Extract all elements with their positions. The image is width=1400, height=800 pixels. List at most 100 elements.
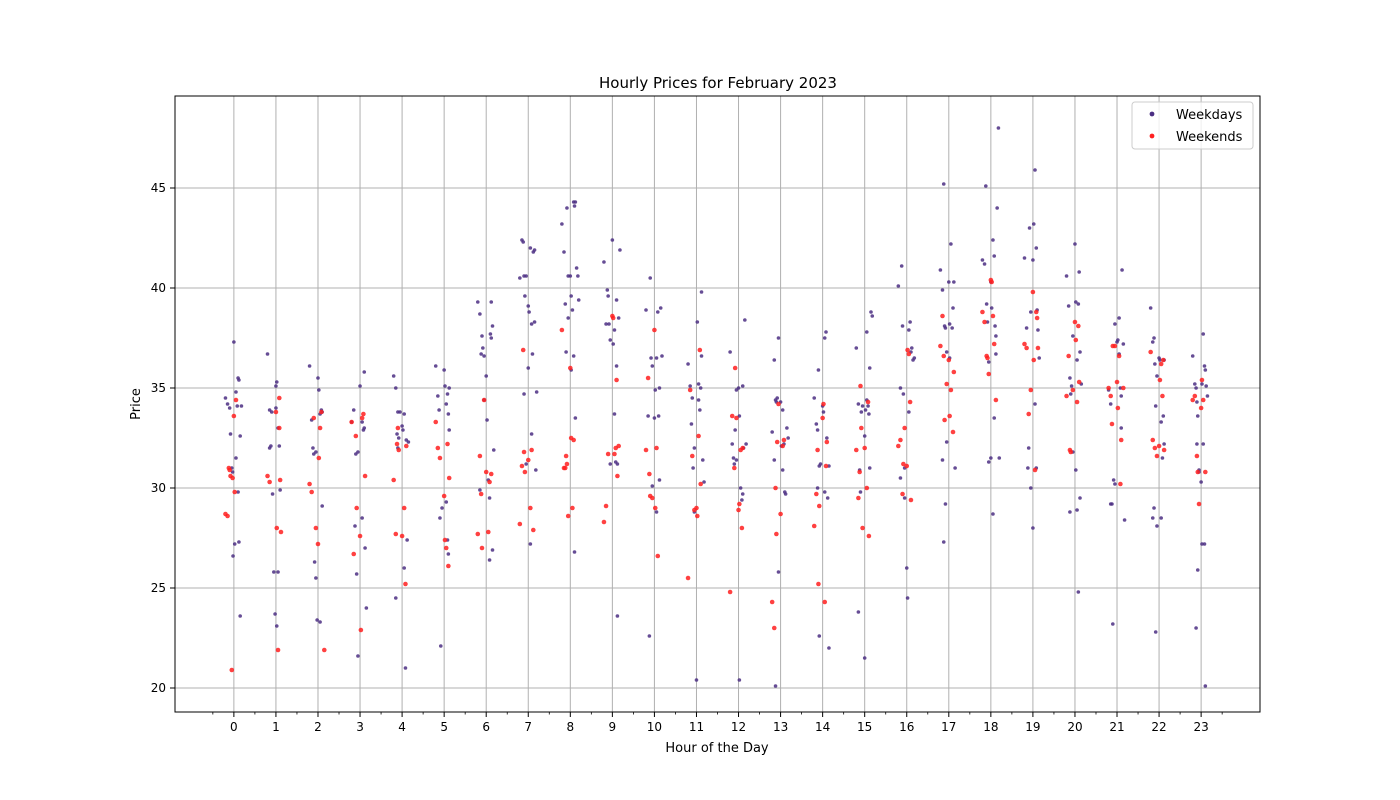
- y-axis-label: Price: [129, 388, 144, 420]
- data-point-weekdays: [994, 352, 998, 356]
- data-point-weekdays: [654, 356, 659, 360]
- data-point-weekdays: [1076, 302, 1081, 306]
- data-point-weekdays: [692, 446, 697, 450]
- data-point-weekdays: [657, 386, 662, 390]
- data-point-weekdays: [980, 258, 985, 262]
- data-point-weekdays: [1111, 622, 1115, 626]
- data-point-weekends: [856, 495, 861, 501]
- data-point-weekdays: [773, 684, 778, 688]
- data-point-weekdays: [896, 284, 901, 288]
- data-point-weekends: [645, 375, 651, 381]
- data-point-weekends: [1035, 345, 1041, 351]
- data-point-weekdays: [484, 374, 489, 378]
- data-point-weekdays: [1117, 316, 1121, 320]
- data-point-weekdays: [982, 262, 987, 266]
- data-point-weekdays: [406, 440, 411, 444]
- data-point-weekdays: [859, 410, 864, 414]
- data-point-weekends: [695, 513, 700, 519]
- data-point-weekdays: [646, 414, 650, 418]
- data-point-weekdays: [278, 488, 282, 492]
- data-point-weekdays: [1120, 268, 1124, 272]
- data-point-weekdays: [481, 346, 485, 350]
- data-point-weekdays: [364, 606, 369, 610]
- data-point-weekdays: [393, 596, 398, 600]
- data-point-weekends: [1032, 467, 1038, 473]
- data-point-weekends: [441, 493, 447, 499]
- data-point-weekdays: [862, 656, 867, 660]
- data-point-weekdays: [1195, 442, 1199, 446]
- data-point-weekdays: [912, 356, 917, 360]
- x-tick-label: 13: [773, 720, 788, 734]
- data-point-weekdays: [528, 542, 533, 546]
- data-point-weekdays: [1193, 382, 1197, 386]
- data-point-weekdays: [1027, 226, 1032, 230]
- data-point-weekends: [652, 505, 658, 511]
- data-point-weekdays: [277, 444, 282, 448]
- data-point-weekends: [1072, 319, 1078, 325]
- x-tick-label: 3: [356, 720, 364, 734]
- data-point-weekdays: [689, 422, 694, 426]
- data-point-weekdays: [396, 436, 401, 440]
- y-tick-label: 35: [151, 381, 166, 395]
- data-point-weekdays: [772, 458, 777, 462]
- data-point-weekdays: [856, 402, 861, 406]
- data-point-weekdays: [616, 316, 621, 320]
- data-point-weekdays: [562, 250, 566, 254]
- data-point-weekdays: [1034, 246, 1039, 250]
- data-point-weekdays: [307, 364, 312, 368]
- data-point-weekdays: [776, 570, 781, 574]
- data-point-weekends: [1070, 387, 1076, 393]
- data-point-weekdays: [316, 376, 320, 380]
- data-point-weekdays: [274, 384, 278, 388]
- data-point-weekends: [862, 445, 867, 451]
- data-point-weekends: [601, 519, 607, 525]
- data-point-weekdays: [812, 396, 817, 400]
- chart-title: Hourly Prices for February 2023: [599, 74, 837, 92]
- x-tick-label: 21: [1109, 720, 1124, 734]
- data-point-weekdays: [437, 408, 441, 412]
- data-point-weekends: [814, 491, 819, 497]
- data-point-weekends: [1200, 397, 1206, 403]
- data-point-weekdays: [238, 614, 242, 618]
- data-point-weekends: [687, 387, 693, 393]
- series-weekends: [223, 277, 1208, 673]
- data-point-weekdays: [1200, 542, 1204, 546]
- data-point-weekdays: [615, 614, 620, 618]
- data-point-weekends: [647, 471, 652, 477]
- data-point-weekdays: [944, 440, 949, 444]
- data-point-weekdays: [312, 560, 317, 564]
- data-point-weekends: [1030, 289, 1036, 295]
- data-point-weekdays: [1203, 368, 1208, 372]
- data-point-weekdays: [1190, 354, 1195, 358]
- data-point-weekdays: [786, 436, 790, 440]
- data-point-weekdays: [269, 410, 274, 414]
- data-point-weekends: [1160, 357, 1166, 363]
- data-point-weekdays: [867, 412, 871, 416]
- data-point-weekdays: [702, 480, 706, 484]
- data-point-weekends: [780, 443, 785, 449]
- data-point-weekdays: [740, 492, 745, 496]
- data-point-weekends: [610, 315, 616, 321]
- data-point-weekdays: [1195, 400, 1199, 404]
- data-point-weekdays: [223, 396, 228, 400]
- legend-marker-weekdays: [1149, 111, 1155, 117]
- data-point-weekdays: [1074, 468, 1078, 472]
- data-point-weekends: [563, 453, 569, 459]
- data-point-weekdays: [816, 368, 821, 372]
- data-point-weekends: [233, 397, 239, 403]
- data-point-weekends: [654, 445, 659, 451]
- data-point-weekends: [529, 447, 534, 453]
- data-point-weekdays: [314, 450, 318, 454]
- data-point-weekends: [982, 319, 987, 325]
- data-point-weekdays: [270, 492, 275, 496]
- data-point-weekdays: [1201, 442, 1206, 446]
- data-point-weekdays: [362, 426, 367, 430]
- data-point-weekends: [900, 491, 905, 497]
- data-point-weekends: [1150, 437, 1156, 443]
- data-point-weekdays: [904, 566, 909, 570]
- data-point-weekdays: [231, 554, 235, 558]
- data-point-weekends: [864, 485, 870, 491]
- data-point-weekdays: [560, 222, 564, 226]
- data-point-weekdays: [479, 352, 483, 356]
- data-point-weekdays: [614, 298, 619, 302]
